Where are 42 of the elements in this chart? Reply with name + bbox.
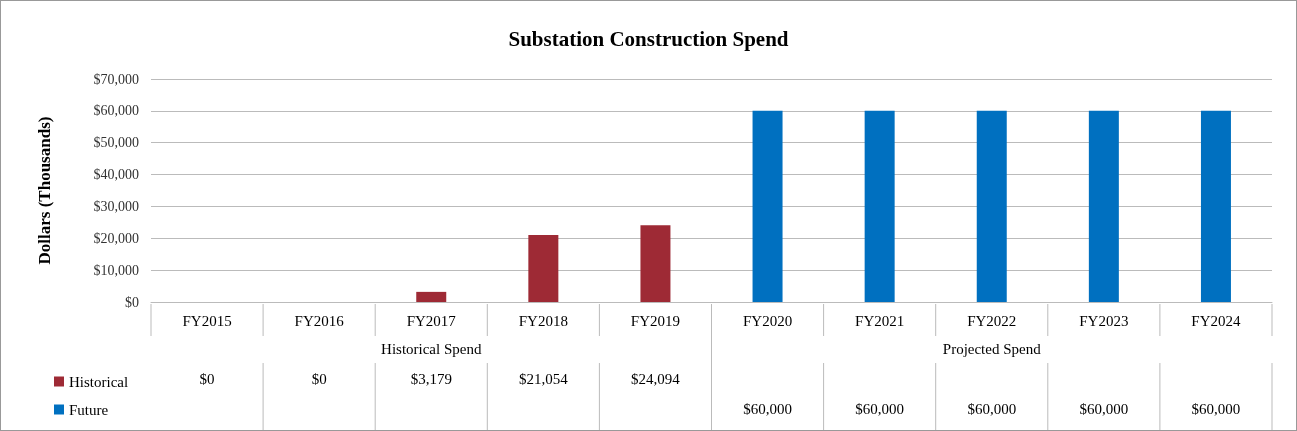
- legend-label: Future: [69, 401, 109, 418]
- bar: [640, 225, 671, 302]
- data-label: $21,054: [518, 371, 569, 387]
- bar: [976, 110, 1007, 302]
- data-label: $60,000: [1079, 401, 1129, 417]
- x-tick-label: FY2015: [182, 313, 232, 329]
- bar: [1088, 110, 1119, 302]
- text: Historical Spend: [381, 341, 482, 357]
- x-tick-label: FY2023: [1079, 313, 1129, 329]
- bar: [416, 291, 447, 302]
- chart-title: Substation Construction Spend: [508, 26, 789, 51]
- y-tick-label: $50,000: [93, 135, 139, 151]
- x-tick-label: FY2018: [518, 313, 568, 329]
- y-tick-label: $30,000: [93, 198, 139, 214]
- legend-label: Historical: [69, 373, 129, 390]
- data-label: $0: [311, 371, 327, 387]
- x-tick-label: FY2021: [855, 313, 905, 329]
- data-label: $60,000: [855, 401, 905, 417]
- y-tick-label: $70,000: [93, 71, 139, 87]
- x-tick-label: FY2017: [406, 313, 457, 329]
- y-tick-label: $0: [125, 294, 139, 310]
- x-tick-label: FY2024: [1191, 313, 1242, 329]
- bar: [528, 234, 559, 302]
- x-tick-label: FY2016: [294, 313, 345, 329]
- data-label: $24,094: [631, 371, 681, 387]
- data-label: $60,000: [1191, 401, 1241, 417]
- data-label: $0: [199, 371, 215, 387]
- y-tick-label: $10,000: [93, 262, 139, 278]
- bar: [1200, 110, 1231, 302]
- data-label: $3,179: [410, 371, 452, 387]
- y-tick-label: $60,000: [93, 103, 139, 119]
- text: Projected Spend: [942, 341, 1042, 357]
- bar: [752, 110, 783, 302]
- x-tick-label: FY2019: [630, 313, 681, 329]
- data-label: $60,000: [743, 401, 792, 417]
- bar: [864, 110, 895, 302]
- y-tick-label: $20,000: [93, 230, 139, 246]
- x-tick-label: FY2020: [742, 313, 793, 329]
- y-axis-title: Dollars (Thousands): [35, 116, 54, 265]
- y-tick-label: $40,000: [93, 167, 139, 183]
- data-label: $60,000: [967, 401, 1017, 417]
- x-tick-label: FY2022: [967, 313, 1017, 329]
